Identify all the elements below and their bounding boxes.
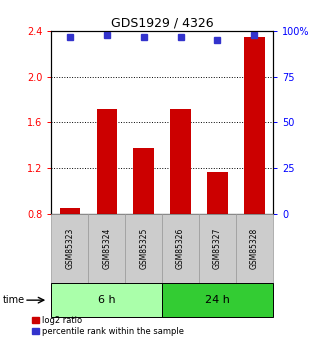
Text: 6 h: 6 h xyxy=(98,295,116,305)
Text: GSM85325: GSM85325 xyxy=(139,228,148,269)
Bar xyxy=(170,109,191,214)
Text: GSM85326: GSM85326 xyxy=(176,228,185,269)
Text: GSM85327: GSM85327 xyxy=(213,228,222,269)
Text: GSM85324: GSM85324 xyxy=(102,228,111,269)
Bar xyxy=(236,214,273,283)
Bar xyxy=(60,208,80,214)
Bar xyxy=(162,283,273,317)
Bar xyxy=(244,37,265,214)
Text: 24 h: 24 h xyxy=(205,295,230,305)
Bar xyxy=(134,148,154,214)
Bar xyxy=(207,171,228,214)
Bar xyxy=(162,214,199,283)
Title: GDS1929 / 4326: GDS1929 / 4326 xyxy=(111,17,213,30)
Bar xyxy=(51,283,162,317)
Text: time: time xyxy=(3,295,25,305)
Bar xyxy=(97,109,117,214)
Text: GSM85323: GSM85323 xyxy=(65,228,74,269)
Legend: log2 ratio, percentile rank within the sample: log2 ratio, percentile rank within the s… xyxy=(30,314,186,337)
Bar xyxy=(199,214,236,283)
Bar xyxy=(51,214,88,283)
Bar xyxy=(125,214,162,283)
Text: GSM85328: GSM85328 xyxy=(250,228,259,269)
Bar xyxy=(88,214,125,283)
